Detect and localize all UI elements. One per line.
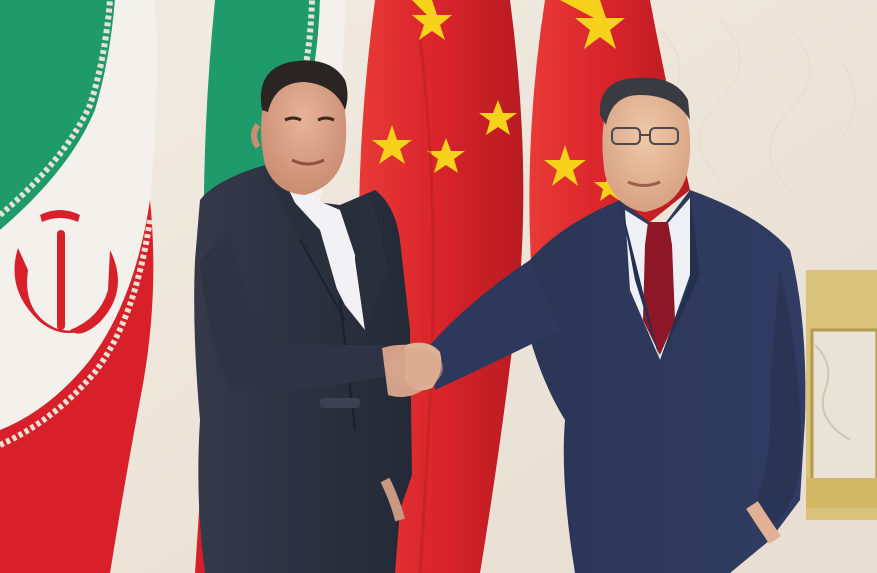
right-face <box>602 85 691 212</box>
wall-frame <box>806 270 877 520</box>
person-right <box>405 77 806 573</box>
person-left <box>194 60 435 573</box>
right-hair <box>599 77 690 125</box>
right-arm <box>430 260 560 390</box>
glasses-icon <box>611 127 679 145</box>
left-arm <box>200 230 390 391</box>
right-tie <box>643 222 675 355</box>
iran-emblem <box>14 210 118 334</box>
right-suit <box>525 190 806 573</box>
left-hair <box>260 60 348 112</box>
left-face <box>261 68 347 195</box>
handshake <box>387 348 443 388</box>
